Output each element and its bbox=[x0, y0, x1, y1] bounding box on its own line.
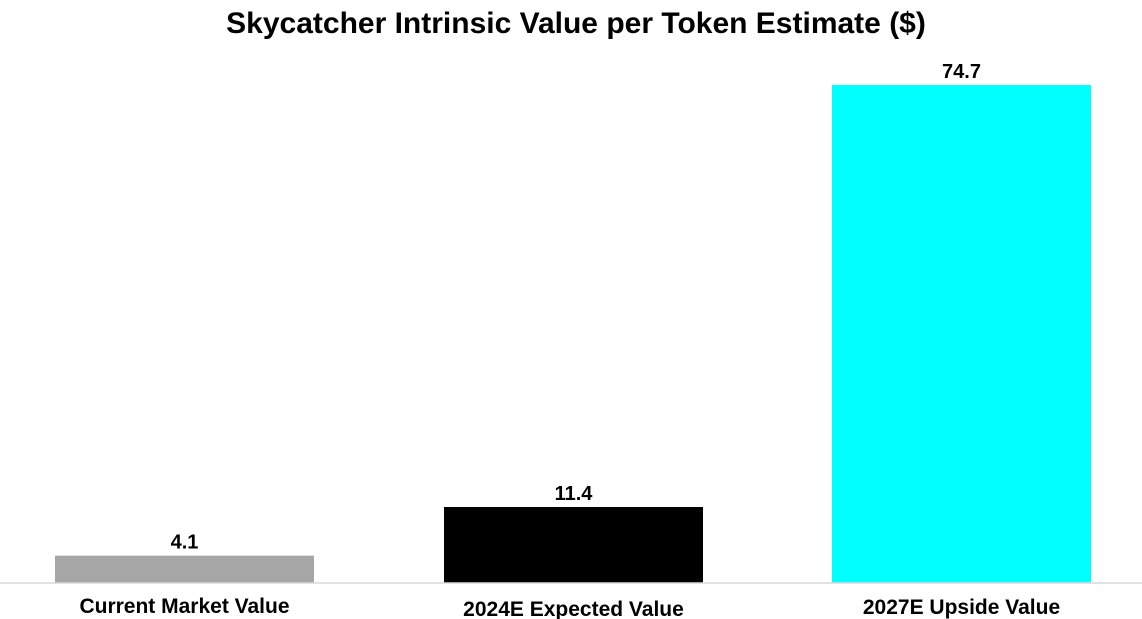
labels-layer: 4.1 Current Market Value 11.4 2024E Expecte… bbox=[79, 61, 1060, 619]
bar-value-label-3: 74.7 bbox=[942, 61, 981, 83]
chart-title: Skycatcher Intrinsic Value per Token Est… bbox=[226, 7, 926, 40]
bar-value-label-1: 4.1 bbox=[171, 532, 199, 554]
bar-2 bbox=[444, 507, 703, 583]
x-tick-label-1: Current Market Value bbox=[79, 595, 289, 618]
x-tick-label-2: 2024E Expected Value bbox=[463, 598, 684, 619]
bar-1 bbox=[55, 555, 314, 583]
x-tick-label-3: 2027E Upside Value bbox=[863, 596, 1060, 619]
bar-value-label-2: 11.4 bbox=[555, 483, 594, 505]
bar-3 bbox=[832, 85, 1091, 583]
bars-layer bbox=[55, 85, 1091, 583]
